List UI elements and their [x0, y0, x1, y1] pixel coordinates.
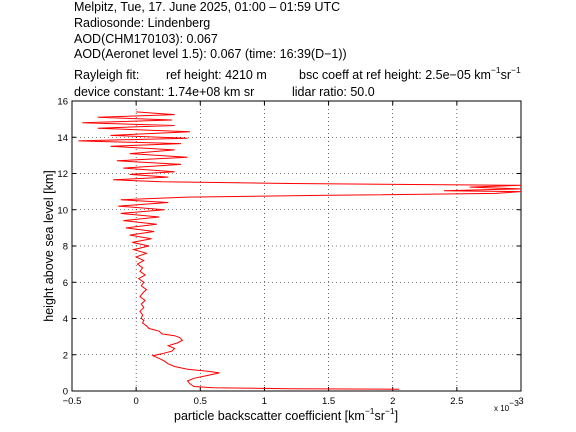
y-tick-label: 10	[57, 205, 68, 216]
rayleigh-fit-label: Rayleigh fit:	[74, 68, 140, 82]
ref-height-text: ref height: 4210 m	[166, 68, 267, 82]
header-radiosonde: Radiosonde: Lindenberg	[74, 16, 211, 30]
y-tick-label: 12	[57, 169, 68, 180]
y-axis-label: height above sea level [km]	[42, 170, 56, 321]
y-tick-label: 2	[63, 350, 68, 361]
device-constant-text: device constant: 1.74e+08 km sr	[74, 85, 255, 99]
x-tick-label: 0	[133, 396, 138, 407]
series-layer	[78, 111, 522, 390]
header-title: Melpitz, Tue, 17. June 2025, 01:00 – 01:…	[74, 0, 341, 14]
x-tick-label: 3	[518, 396, 523, 407]
y-tick-label: 4	[63, 314, 68, 325]
backscatter-profile-line	[78, 111, 522, 390]
y-tick-label: 16	[57, 97, 68, 108]
grid	[72, 101, 521, 391]
x-axis-multiplier: x 10−3	[494, 398, 519, 413]
bsc-coeff-text: bsc coeff at ref height: 2.5e−05 km−1sr−…	[299, 64, 521, 82]
x-tick-label: 2	[390, 396, 395, 407]
lidar-ratio-text: lidar ratio: 50.0	[292, 85, 375, 99]
x-tick-label: 1.5	[322, 396, 335, 407]
x-tick-label: −0.5	[63, 396, 82, 407]
y-tick-label: 6	[63, 278, 68, 289]
x-axis-label: particle backscatter coefficient [km−1sr…	[174, 405, 399, 423]
x-tick-label: 1	[262, 396, 267, 407]
x-tick-label: 2.5	[450, 396, 463, 407]
header-aod-chm: AOD(CHM170103): 0.067	[74, 32, 218, 46]
y-tick-label: 8	[63, 242, 68, 253]
axis-ticks	[71, 100, 522, 392]
header-aod-aeronet: AOD(Aeronet level 1.5): 0.067 (time: 16:…	[74, 47, 347, 61]
y-tick-label: 0	[63, 387, 68, 398]
x-tick-label: 0.5	[194, 396, 207, 407]
y-tick-label: 14	[57, 133, 68, 144]
